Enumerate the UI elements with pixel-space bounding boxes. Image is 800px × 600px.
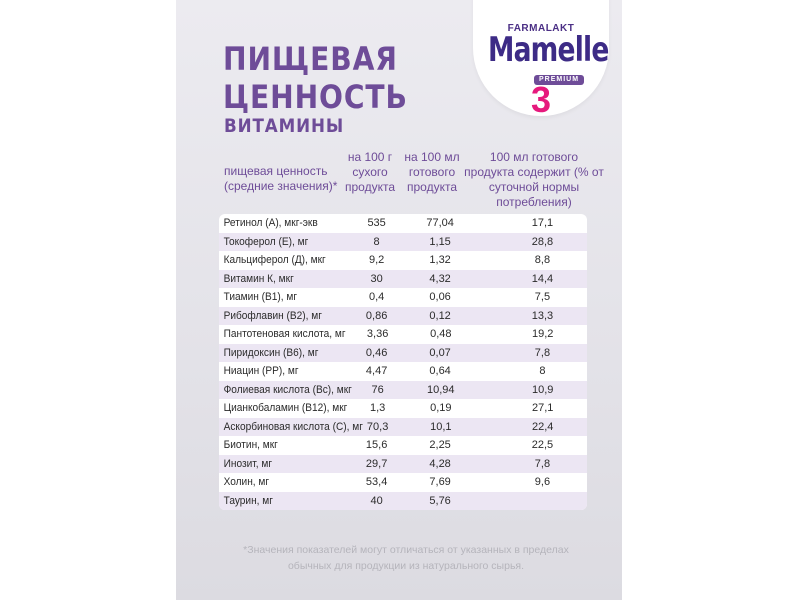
table-row: Пиридоксин (В6), мг 0,46 0,07 7,8: [219, 343, 587, 362]
table-row: Тиамин (В1), мг 0,4 0,06 7,5: [219, 288, 587, 307]
header-nutrient: пищевая ценность (средние значения)*: [224, 164, 338, 193]
table-row: Инозит, мг 29,7 4,28 7,8: [219, 454, 587, 473]
table-row: Рибофлавин (В2), мг 0,86 0,12 13,3: [219, 306, 587, 325]
header-daily-percent: 100 мл готового продукта содержит (% от …: [464, 150, 604, 209]
value-daily-percent: 7,5: [534, 291, 551, 304]
value-daily-percent: 7,8: [534, 346, 551, 359]
nutrient-name: Биотин, мкг: [223, 439, 278, 452]
value-per-100ml: 10,1: [430, 420, 452, 433]
value-daily-percent: 19,2: [531, 328, 554, 341]
value-per-100g: 1,3: [369, 402, 386, 415]
nutrient-name: Холин, мг: [223, 476, 270, 489]
table-row: Аскорбиновая кислота (С), мг 70,3 10,1 2…: [219, 417, 587, 436]
value-per-100g: 9,2: [368, 254, 385, 267]
value-per-100ml: 0,19: [430, 402, 452, 415]
nutrient-name: Аскорбиновая кислота (С), мг: [223, 420, 363, 433]
page-title: ПИЩЕВАЯ ЦЕННОСТЬ: [223, 40, 408, 116]
brand-stage-number: 3: [530, 79, 552, 120]
value-per-100ml: 0,06: [429, 291, 451, 304]
brand-logo: FARMALAKT Mamelle PREMIUM 3: [473, 0, 609, 120]
value-daily-percent: 22,5: [531, 439, 554, 452]
brand-line-badge: PREMIUM: [533, 75, 585, 85]
value-per-100ml: 77,04: [426, 217, 454, 230]
nutrient-name: Токоферол (Е), мг: [223, 235, 309, 248]
value-per-100g: 70,3: [366, 420, 389, 433]
footnote: *Значения показателей могут отличаться о…: [243, 544, 569, 572]
value-per-100ml: 1,32: [429, 254, 451, 267]
value-daily-percent: 17,1: [531, 217, 554, 230]
table-row: Витамин К, мкг 30 4,32 14,4: [219, 269, 587, 288]
value-per-100g: 535: [367, 217, 386, 230]
value-per-100ml: 0,07: [429, 346, 451, 359]
value-per-100ml: 4,28: [429, 457, 451, 470]
table-row: Цианкобаламин (В12), мкг 1,3 0,19 27,1: [219, 399, 587, 418]
value-per-100ml: 0,48: [430, 328, 452, 341]
value-per-100g: 15,6: [365, 439, 388, 452]
nutrient-name: Рибофлавин (В2), мг: [223, 309, 322, 322]
value-per-100ml: 0,64: [429, 365, 451, 378]
value-daily-percent: 22,4: [531, 420, 554, 433]
value-daily-percent: 13,3: [531, 309, 554, 322]
table-row: Фолиевая кислота (Вс), мкг 76 10,94 10,9: [219, 380, 587, 399]
value-per-100g: 76: [371, 383, 384, 396]
brand-name: Mamelle: [487, 30, 609, 70]
value-per-100g: 53,4: [365, 476, 388, 489]
value-per-100g: 29,7: [365, 457, 388, 470]
nutrient-name: Витамин К, мкг: [223, 272, 294, 285]
nutrient-name: Цианкобаламин (В12), мкг: [223, 402, 348, 415]
nutrient-name: Кальциферол (Д), мкг: [223, 254, 326, 267]
value-daily-percent: 9,6: [534, 476, 551, 489]
table-row: Пантотеновая кислота, мг 3,36 0,48 19,2: [219, 325, 587, 344]
section-subtitle: ВИТАМИНЫ: [224, 115, 345, 137]
value-per-100ml: 4,32: [429, 272, 451, 285]
nutrient-name: Ретинол (А), мкг-экв: [223, 217, 318, 230]
table-row: Биотин, мкг 15,6 2,25 22,5: [219, 436, 587, 455]
nutrient-name: Пантотеновая кислота, мг: [223, 328, 346, 341]
title-line-1: ПИЩЕВАЯ: [223, 40, 398, 78]
nutrient-name: Инозит, мг: [223, 457, 273, 470]
value-per-100g: 0,4: [368, 291, 385, 304]
nutrient-name: Тиамин (В1), мг: [223, 291, 298, 304]
value-per-100ml: 1,15: [429, 235, 451, 248]
value-per-100g: 4,47: [365, 365, 388, 378]
value-per-100ml: 2,25: [429, 439, 451, 452]
table-row: Холин, мг 53,4 7,69 9,6: [219, 473, 587, 492]
table-headers: пищевая ценность (средние значения)* на …: [224, 150, 604, 212]
value-per-100g: 30: [370, 272, 383, 285]
value-daily-percent: 8,8: [534, 254, 551, 267]
table-row: Ретинол (А), мкг-экв 535 77,04 17,1: [219, 214, 587, 233]
value-per-100g: 8: [373, 235, 380, 248]
value-daily-percent: 28,8: [531, 235, 554, 248]
nutrition-sheet: ПИЩЕВАЯ ЦЕННОСТЬ ВИТАМИНЫ FARMALAKT Mame…: [176, 0, 622, 600]
vitamins-table: Ретинол (А), мкг-экв 535 77,04 17,1 Токо…: [219, 214, 587, 510]
title-line-2: ЦЕННОСТЬ: [223, 78, 408, 116]
table-row: Ниацин (РР), мг 4,47 0,64 8: [219, 362, 587, 381]
value-daily-percent: 7,8: [534, 457, 551, 470]
value-per-100g: 40: [370, 494, 383, 507]
nutrient-name: Пиридоксин (В6), мг: [223, 346, 319, 359]
value-daily-percent: 14,4: [531, 272, 554, 285]
value-per-100ml: 7,69: [429, 476, 451, 489]
value-per-100g: 0,46: [365, 346, 388, 359]
header-per-100ml-ready: на 100 мл готового продукта: [404, 150, 460, 194]
value-per-100ml: 10,94: [427, 383, 455, 396]
value-daily-percent: 27,1: [531, 402, 554, 415]
table-row: Таурин, мг 40 5,76: [219, 491, 587, 510]
header-per-100g-dry: на 100 г сухого продукта: [344, 150, 395, 194]
value-per-100g: 3,36: [366, 328, 389, 341]
value-daily-percent: 10,9: [531, 383, 554, 396]
nutrient-name: Таурин, мг: [223, 494, 273, 507]
table-row: Токоферол (Е), мг 8 1,15 28,8: [219, 232, 587, 251]
value-per-100ml: 5,76: [429, 494, 451, 507]
nutrient-name: Ниацин (РР), мг: [223, 365, 299, 378]
brand-maker: FARMALAKT: [507, 23, 575, 34]
value-per-100ml: 0,12: [429, 309, 451, 322]
value-per-100g: 0,86: [365, 309, 388, 322]
table-row: Кальциферол (Д), мкг 9,2 1,32 8,8: [219, 251, 587, 270]
value-daily-percent: 8: [539, 365, 546, 378]
nutrient-name: Фолиевая кислота (Вс), мкг: [223, 383, 352, 396]
